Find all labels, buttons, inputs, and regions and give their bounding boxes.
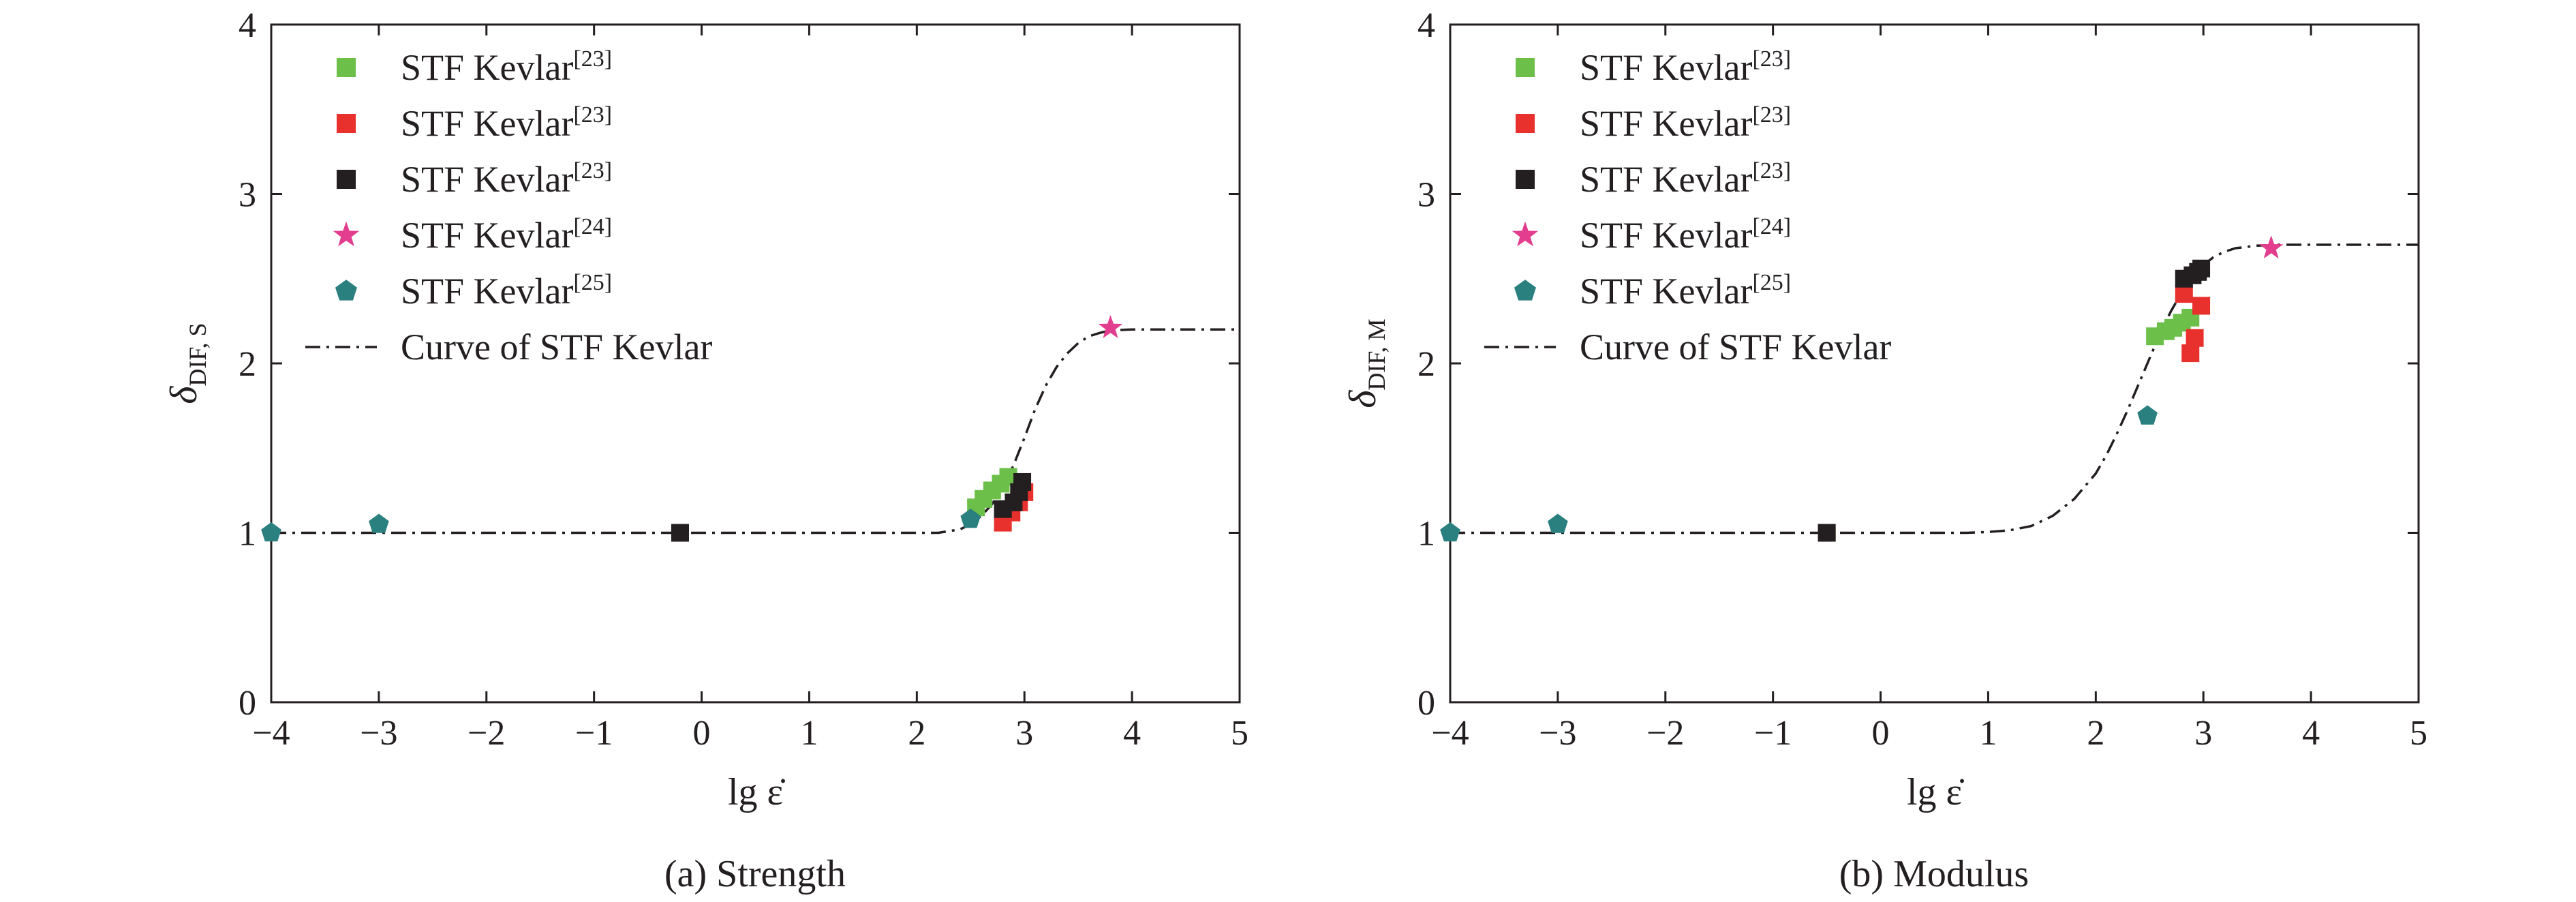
legend-label: STF Kevlar[25] — [401, 270, 612, 312]
series-5 — [261, 509, 981, 542]
legend-reference: [24] — [573, 214, 612, 239]
legend-reference: [23] — [1752, 46, 1791, 72]
x-tick-label: −1 — [575, 714, 613, 753]
legend-marker — [335, 280, 357, 301]
data-point — [2186, 329, 2204, 347]
x-tick-label: 1 — [800, 714, 818, 753]
data-point — [2258, 235, 2284, 259]
data-point — [1818, 524, 1836, 542]
series-4 — [2258, 235, 2284, 259]
fit-curve — [1450, 243, 2419, 535]
x-tick-label: −1 — [1754, 714, 1792, 753]
x-tick-label: −3 — [1539, 714, 1576, 753]
x-tick-label: −4 — [252, 714, 290, 753]
y-tick-label: 0 — [239, 684, 256, 723]
legend-marker — [1512, 221, 1539, 247]
legend-reference: [23] — [573, 158, 612, 183]
data-point — [2192, 297, 2211, 315]
legend-label: STF Kevlar[25] — [1580, 270, 1791, 312]
legend-marker — [337, 58, 356, 77]
x-axis-title: lg ε̇ — [728, 771, 785, 813]
y-tick-label: 3 — [239, 176, 256, 215]
legend-label: STF Kevlar[23] — [401, 158, 612, 200]
x-tick-label: 0 — [693, 714, 711, 753]
legend-marker — [1516, 58, 1535, 77]
data-point — [2175, 285, 2193, 303]
x-tick-label: −2 — [467, 714, 505, 753]
legend-marker — [1516, 114, 1535, 133]
y-tick-label: 1 — [239, 515, 256, 554]
legend-reference: [23] — [1752, 158, 1791, 183]
x-tick-label: −2 — [1646, 714, 1684, 753]
y-tick-label: 1 — [1417, 515, 1435, 554]
legend-marker — [1516, 170, 1535, 189]
data-point — [1098, 315, 1123, 338]
legend-label: STF Kevlar[23] — [1580, 102, 1791, 144]
x-tick-label: 3 — [2194, 714, 2212, 753]
series-5 — [1440, 405, 2158, 542]
x-tick-label: −4 — [1431, 714, 1469, 753]
x-tick-label: 4 — [1123, 714, 1141, 753]
x-tick-label: 4 — [2302, 714, 2320, 753]
x-tick-label: 0 — [1872, 714, 1890, 753]
data-point — [960, 509, 981, 528]
y-axis-title: δDIF, M — [1342, 318, 1390, 408]
data-point — [671, 524, 689, 542]
y-tick-label: 3 — [1417, 176, 1435, 215]
x-tick-label: −3 — [360, 714, 397, 753]
legend: STF Kevlar[23] STF Kevlar[23] STF Kevlar[2… — [1484, 46, 1891, 367]
data-point — [261, 522, 281, 542]
x-axis-title: lg ε̇ — [1907, 771, 1964, 813]
series-3 — [1818, 259, 2211, 542]
y-tick-label: 0 — [1417, 684, 1435, 723]
data-point — [1013, 472, 1032, 491]
figure-caption: (a) Strength — [664, 853, 846, 895]
legend-marker — [337, 170, 356, 189]
legend-marker — [1514, 280, 1536, 301]
legend-reference: [23] — [1752, 102, 1791, 127]
legend-label: STF Kevlar[24] — [1580, 214, 1791, 256]
y-tick-label: 2 — [239, 345, 256, 384]
legend-label: STF Kevlar[23] — [401, 102, 612, 144]
legend-label: STF Kevlar[24] — [401, 214, 612, 256]
data-point — [369, 513, 389, 533]
x-tick-label: 3 — [1015, 714, 1033, 753]
figure-caption: (b) Modulus — [1839, 853, 2029, 895]
legend-reference: [25] — [573, 270, 612, 295]
legend-curve-label: Curve of STF Kevlar — [401, 327, 712, 367]
x-tick-label: 2 — [908, 714, 925, 753]
series-4 — [1098, 315, 1123, 338]
x-tick-label: 5 — [2410, 714, 2427, 753]
x-tick-label: 5 — [1231, 714, 1248, 753]
legend-reference: [23] — [573, 46, 612, 72]
fit-curve — [271, 328, 1240, 535]
legend-label: STF Kevlar[23] — [1580, 158, 1791, 200]
series-1 — [671, 468, 1017, 542]
legend-reference: [25] — [1752, 270, 1791, 295]
y-tick-label: 2 — [1417, 345, 1435, 384]
legend-label: STF Kevlar[23] — [1580, 46, 1791, 88]
y-tick-label: 4 — [1417, 6, 1435, 45]
legend-label: STF Kevlar[23] — [401, 46, 612, 88]
data-point — [2181, 344, 2200, 363]
data-point — [1440, 522, 1460, 542]
legend-marker — [333, 221, 360, 247]
y-axis-title: δDIF, S — [163, 322, 211, 404]
legend: STF Kevlar[23] STF Kevlar[23] STF Kevlar[2… — [305, 46, 712, 367]
legend-reference: [23] — [573, 102, 612, 127]
x-tick-label: 1 — [1979, 714, 1997, 753]
x-tick-label: 2 — [2087, 714, 2104, 753]
series-3 — [671, 472, 1032, 542]
data-point — [2192, 259, 2211, 277]
legend-marker — [337, 114, 356, 133]
y-tick-label: 4 — [239, 6, 256, 45]
data-point — [2137, 405, 2158, 425]
legend-reference: [24] — [1752, 214, 1791, 239]
data-point — [1548, 513, 1568, 533]
legend-curve-label: Curve of STF Kevlar — [1580, 327, 1891, 367]
